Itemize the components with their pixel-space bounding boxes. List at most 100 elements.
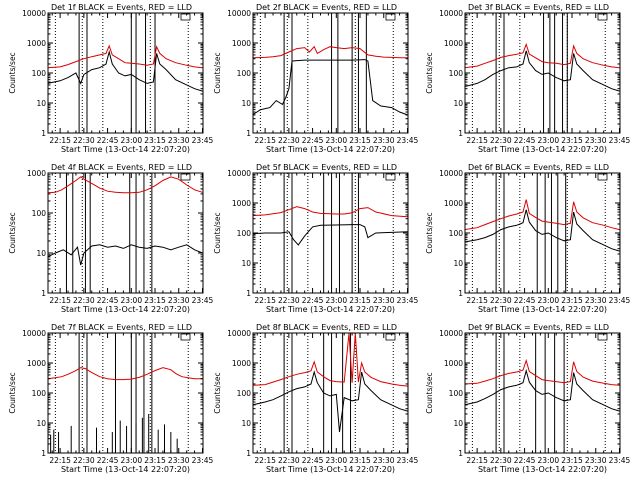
y-tick-label: 10000: [22, 329, 46, 338]
legend-box: [180, 333, 191, 341]
detector-panel-2: 1 10 100 1000 10000 22:15 22:30 22:45 23:00 23:15…: [213, 3, 419, 154]
y-tick-label: 1000: [444, 39, 463, 48]
x-tick-label: 22:15: [49, 136, 71, 145]
x-tick-label: 23:30: [585, 136, 607, 145]
legend-box: [597, 173, 608, 181]
x-tick-label: 23:00: [537, 136, 559, 145]
y-tick-label: 1: [246, 289, 251, 298]
x-tick-label: 22:30: [73, 136, 95, 145]
x-tick-label: 23:45: [192, 136, 214, 145]
plot-frame: [464, 12, 621, 134]
panel-title: Det 8f BLACK = Events, RED = LLD: [256, 323, 397, 332]
x-tick-label: 23:30: [168, 136, 190, 145]
detector-panel-1: 1 10 100 1000 10000 22:15 22:30 22:45 23:00 23:15…: [8, 3, 214, 154]
y-tick-label: 1: [458, 449, 463, 458]
x-tick-label: 23:15: [144, 296, 166, 305]
x-tick-label: 23:30: [373, 296, 395, 305]
x-tick-label: 23:45: [609, 296, 631, 305]
y-tick-label: 10: [36, 249, 46, 258]
x-tick-label: 22:45: [514, 296, 536, 305]
x-tick-label: 22:15: [254, 136, 276, 145]
lld-series-line: [252, 45, 408, 59]
x-tick-label: 22:30: [490, 136, 512, 145]
y-tick-label: 1000: [232, 199, 251, 208]
x-tick-label: 23:45: [609, 136, 631, 145]
x-tick-label: 23:15: [349, 136, 371, 145]
x-tick-label: 23:00: [537, 456, 559, 465]
panel-title: Det 3f BLACK = Events, RED = LLD: [468, 3, 609, 12]
plot-frame: [47, 12, 204, 134]
legend-box: [180, 173, 191, 181]
lld-series-line: [464, 199, 620, 231]
x-tick-label: 23:45: [609, 456, 631, 465]
lld-series-line: [47, 367, 203, 381]
x-tick-label: 22:15: [49, 456, 71, 465]
y-tick-label: 1000: [232, 359, 251, 368]
y-tick-label: 100: [237, 389, 252, 398]
x-tick-label: 22:45: [514, 456, 536, 465]
x-tick-label: 23:30: [585, 296, 607, 305]
x-axis-label: Start Time (13-Oct-14 22:07:20): [266, 305, 395, 314]
plot-frame: [47, 172, 204, 294]
panel-title: Det 1f BLACK = Events, RED = LLD: [51, 3, 192, 12]
y-tick-label: 10000: [439, 9, 463, 18]
legend-box: [385, 173, 396, 181]
lld-series-line: [464, 42, 620, 69]
y-tick-label: 10000: [439, 329, 463, 338]
x-axis-label: Start Time (13-Oct-14 22:07:20): [61, 465, 190, 474]
lld-series-line: [252, 206, 408, 218]
y-tick-label: 10: [453, 259, 463, 268]
x-tick-label: 23:15: [561, 296, 583, 305]
x-tick-label: 23:15: [349, 456, 371, 465]
x-tick-label: 22:30: [490, 296, 512, 305]
x-axis-label: Start Time (13-Oct-14 22:07:20): [266, 145, 395, 154]
panel-title: Det 6f BLACK = Events, RED = LLD: [468, 163, 609, 172]
x-tick-label: 23:00: [120, 136, 142, 145]
x-axis-label: Start Time (13-Oct-14 22:07:20): [478, 465, 607, 474]
y-tick-label: 1000: [27, 359, 46, 368]
x-axis-label: Start Time (13-Oct-14 22:07:20): [478, 145, 607, 154]
x-tick-label: 22:30: [278, 296, 300, 305]
x-tick-label: 22:45: [302, 456, 324, 465]
x-tick-label: 23:45: [192, 456, 214, 465]
y-tick-label: 1: [458, 289, 463, 298]
y-tick-label: 100: [237, 69, 252, 78]
plot-frame: [252, 12, 409, 134]
y-axis-label: Counts/sec: [425, 372, 434, 413]
y-tick-label: 1: [246, 129, 251, 138]
x-tick-label: 23:30: [373, 136, 395, 145]
y-axis-label: Counts/sec: [213, 212, 222, 253]
legend-box: [385, 13, 396, 21]
plot-frame: [464, 332, 621, 454]
x-tick-label: 23:15: [144, 136, 166, 145]
y-tick-label: 1000: [444, 359, 463, 368]
x-tick-label: 23:45: [397, 456, 419, 465]
x-tick-label: 22:45: [97, 296, 119, 305]
x-tick-label: 23:00: [325, 456, 347, 465]
x-tick-label: 22:15: [466, 296, 488, 305]
detector-panel-6: 1 10 100 1000 10000 22:15 22:30 22:45 23:00 23:15…: [425, 163, 631, 314]
x-tick-label: 23:30: [373, 456, 395, 465]
x-tick-label: 23:00: [325, 296, 347, 305]
events-series-line: [252, 59, 408, 116]
x-tick-label: 23:00: [120, 456, 142, 465]
y-tick-label: 10: [36, 419, 46, 428]
x-tick-label: 22:30: [73, 456, 95, 465]
detector-panel-8: 1 10 100 1000 10000 22:15 22:30 22:45 23:00 23:15…: [213, 323, 419, 474]
detector-panel-4: 1 10 100 1000 22:15 22:30 22:45 23:00 23:15 23:30…: [8, 163, 214, 314]
x-tick-label: 22:45: [97, 136, 119, 145]
x-tick-label: 23:30: [168, 296, 190, 305]
plot-frame: [252, 332, 409, 454]
x-tick-label: 22:30: [278, 456, 300, 465]
events-series-line: [47, 244, 203, 266]
panel-title: Det 9f BLACK = Events, RED = LLD: [468, 323, 609, 332]
legend-box: [597, 333, 608, 341]
detector-panel-9: 1 10 100 1000 10000 22:15 22:30 22:45 23:00 23:15…: [425, 323, 631, 474]
y-tick-label: 1: [41, 129, 46, 138]
events-series-line: [252, 224, 408, 246]
lld-series-line: [464, 358, 620, 386]
y-axis-label: Counts/sec: [213, 52, 222, 93]
x-tick-label: 22:15: [466, 136, 488, 145]
y-tick-label: 1: [246, 449, 251, 458]
events-series-line: [464, 368, 620, 412]
